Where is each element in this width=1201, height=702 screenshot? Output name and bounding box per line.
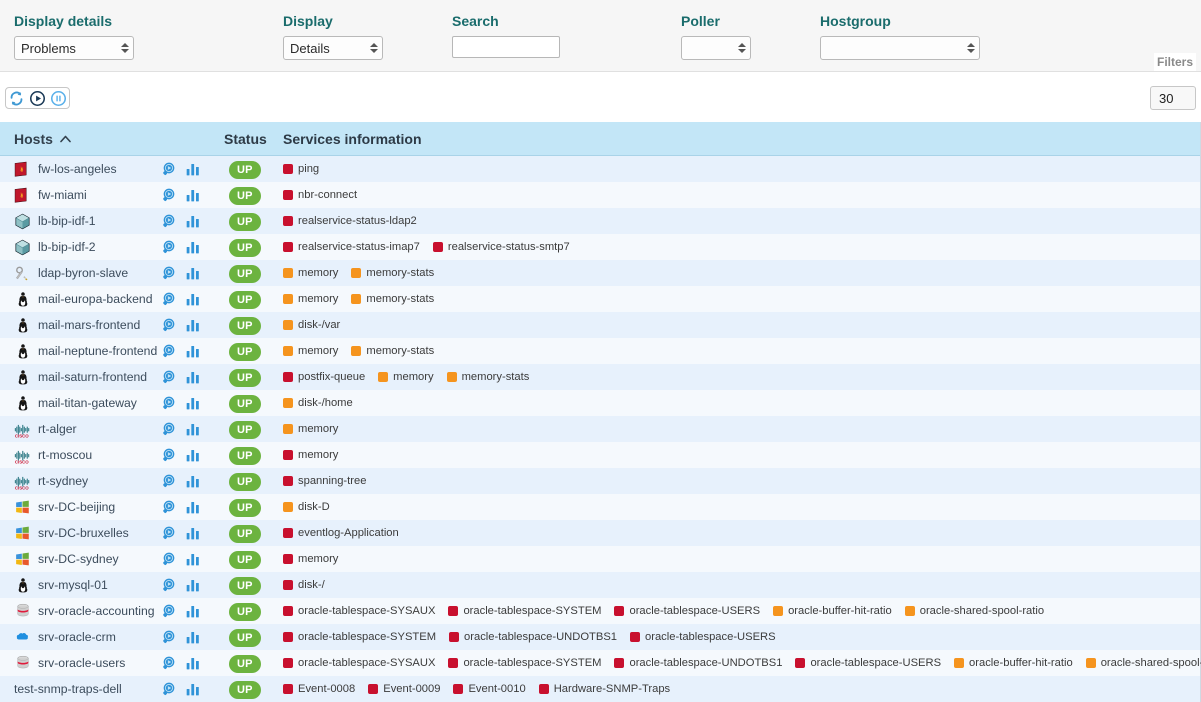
- svg-text:CISCO: CISCO: [15, 433, 29, 438]
- svg-text:CISCO: CISCO: [15, 485, 29, 490]
- svg-text:CISCO: CISCO: [15, 459, 29, 464]
